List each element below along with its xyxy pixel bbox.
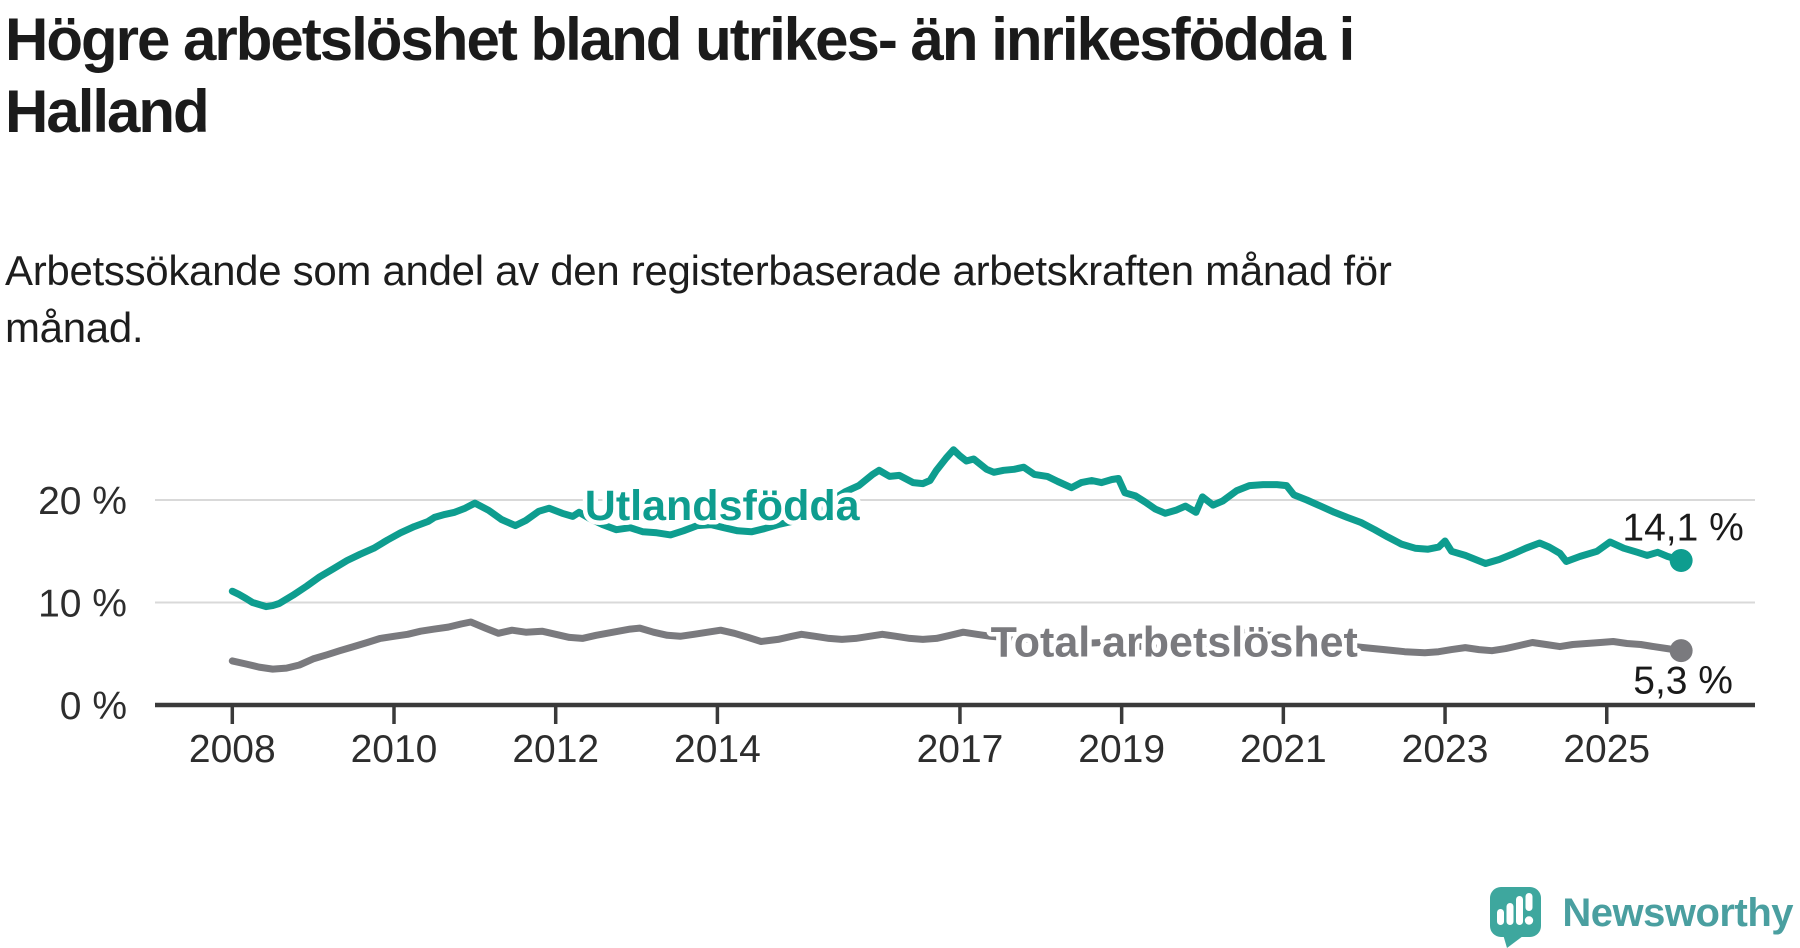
x-tick-label-2008: 2008	[189, 728, 276, 771]
chart-subtitle: Arbetssökande som andel av den registerb…	[5, 242, 1525, 356]
newsworthy-logo-text: Newsworthy	[1562, 891, 1794, 935]
exclamation-icon-dot	[1524, 916, 1534, 925]
speech-bubble-tail	[1502, 931, 1523, 948]
series-end-dot-total-arbetsloshet	[1669, 639, 1693, 663]
x-tick-label-2010: 2010	[351, 728, 438, 771]
series-label-utlandsfodda: Utlandsfödda	[585, 482, 861, 530]
series-line-utlandsfodda	[228, 446, 1685, 611]
x-tick-label-2014: 2014	[674, 728, 761, 771]
y-tick-label-20: 20 %	[38, 480, 127, 523]
x-tick-label-2025: 2025	[1563, 728, 1650, 771]
x-tick-label-2012: 2012	[512, 728, 599, 771]
x-tick-label-2021: 2021	[1240, 728, 1327, 771]
series-line-total-arbetsloshet	[228, 618, 1685, 673]
y-tick-label-0: 0 %	[60, 685, 127, 728]
end-value-label-total-arbetsloshet: 5,3 %	[1633, 660, 1733, 703]
chart-subtitle-line2: månad.	[5, 304, 144, 351]
series-label-total-arbetsloshet: Total arbetslöshet	[991, 618, 1358, 666]
page-title: Högre arbetslöshet bland utrikes- än inr…	[5, 4, 1605, 148]
newsworthy-logo-icon	[1490, 887, 1541, 948]
chart-subtitle-line1: Arbetssökande som andel av den registerb…	[5, 247, 1392, 294]
end-value-label-utlandsfodda: 14,1 %	[1622, 506, 1743, 549]
bar-chart-icon-bar2	[1506, 903, 1514, 925]
newsworthy-logo: Newsworthy	[1490, 887, 1795, 948]
x-tick-label-2017: 2017	[917, 728, 1004, 771]
bar-chart-icon-bar3	[1516, 896, 1523, 925]
x-tick-label-2023: 2023	[1402, 728, 1489, 771]
y-tick-label-10: 10 %	[38, 583, 127, 626]
exclamation-icon-stem	[1525, 893, 1533, 911]
page-title-line1: Högre arbetslöshet bland utrikes- än inr…	[5, 6, 1355, 73]
series-end-dot-utlandsfodda	[1669, 548, 1693, 572]
x-tick-label-2019: 2019	[1078, 728, 1165, 771]
page-title-line2: Halland	[5, 78, 210, 145]
bar-chart-icon-bar1	[1497, 909, 1504, 925]
